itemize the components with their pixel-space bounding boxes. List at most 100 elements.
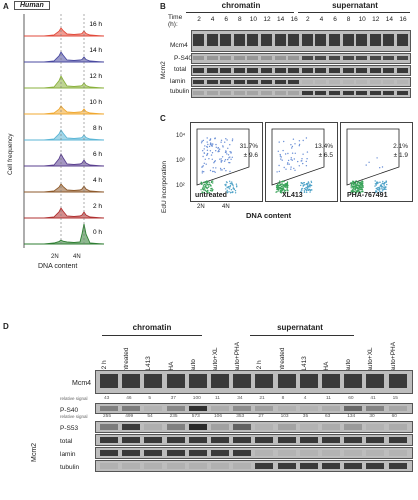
c-point	[203, 148, 205, 150]
c-point	[281, 187, 283, 189]
c-point	[277, 185, 280, 187]
b-band-tubulin-9	[315, 91, 327, 95]
histogram-stack: 16 h 14 h 12 h 10 h 8 h 6 h 4 h 2 h 0 h	[23, 14, 105, 248]
c-point	[309, 191, 311, 193]
panel-b-letter: B	[160, 2, 166, 11]
c-point	[376, 157, 378, 159]
d-s40-value-12: 41	[370, 396, 376, 401]
c-point	[303, 182, 305, 184]
d-band-tubulin-13	[388, 463, 407, 469]
d-band-total-12	[366, 437, 385, 443]
d-rel-signal-label-2: relative signal	[60, 414, 88, 419]
d-band-lamin-13	[388, 450, 407, 456]
c-point	[201, 170, 204, 172]
c-point	[205, 181, 207, 184]
c-point	[360, 186, 363, 189]
c-point	[378, 186, 381, 188]
c-point	[231, 156, 233, 158]
d-band-P-S40-5	[211, 406, 229, 411]
c-point	[203, 181, 205, 183]
c-point	[234, 190, 237, 192]
b-band-tubulin-4	[247, 91, 259, 95]
c-point	[210, 184, 212, 187]
c-point	[226, 139, 228, 141]
d-band-P-S40-1	[122, 406, 141, 411]
c-point	[226, 189, 228, 192]
c-point	[218, 150, 220, 153]
b-row-mcm4: Mcm4	[170, 42, 188, 49]
b-time-2: 6	[224, 16, 228, 23]
c-point	[225, 183, 227, 185]
c-point	[284, 192, 287, 194]
d-band-P-S40-12	[366, 406, 385, 411]
c-point	[206, 141, 208, 143]
b-band-P-S40-10	[329, 56, 340, 60]
c-point	[365, 164, 367, 166]
c-point	[206, 137, 208, 139]
d-band-total-6	[233, 437, 252, 443]
hist-time-label: 14 h	[89, 47, 102, 54]
c-point	[211, 158, 213, 160]
d-s53-value-5: 106	[214, 414, 223, 419]
c-point	[210, 181, 213, 184]
c-point	[202, 155, 204, 158]
b-time-label: Time (h):	[168, 14, 183, 28]
c-point	[352, 187, 354, 190]
c-point	[287, 191, 289, 194]
c-point	[350, 187, 352, 189]
c-point	[203, 152, 205, 154]
b-time-15: 16	[399, 16, 407, 23]
b-band-total-3	[233, 68, 245, 73]
c-point	[228, 186, 231, 188]
b-band-P-S40-13	[369, 56, 381, 60]
d-row-total: total	[60, 438, 73, 445]
d-group-chromatin: chromatin	[132, 323, 172, 332]
c-point	[282, 191, 285, 194]
c-point	[302, 185, 304, 187]
c-point	[200, 181, 202, 183]
b-band-Mcm4-7	[288, 34, 300, 46]
c-point	[374, 180, 376, 182]
b-band-lamin-10	[329, 80, 340, 84]
c-point	[280, 183, 282, 185]
d-s40-value-4: 100	[192, 396, 201, 401]
c-point	[361, 191, 363, 193]
c-point	[303, 184, 305, 186]
c-point	[290, 168, 292, 170]
d-rel-signal-label-1: relative signal	[60, 396, 88, 401]
c-point	[278, 141, 280, 143]
c-point	[354, 188, 356, 190]
c-point	[380, 184, 383, 187]
c-point	[201, 140, 203, 142]
d-band-lamin-11	[344, 450, 363, 456]
b-band-lamin-8	[301, 80, 313, 84]
c-point	[278, 188, 280, 190]
c-point	[210, 154, 213, 156]
b-band-lamin-12	[356, 80, 368, 84]
d-band-lamin-6	[233, 450, 252, 456]
c-point	[375, 190, 377, 192]
c-point	[280, 181, 283, 183]
b-band-P-S40-11	[342, 56, 354, 60]
c-point	[209, 150, 212, 152]
d-band-total-5	[211, 437, 229, 443]
c-point	[303, 191, 306, 193]
c-point	[378, 189, 380, 191]
c-point	[283, 166, 285, 169]
c-point	[376, 187, 378, 189]
d-band-P-S53-12	[366, 424, 385, 430]
c-point	[381, 183, 383, 185]
c-sd-pha: ± 1.9	[393, 152, 408, 159]
d-band-P-S40-7	[255, 406, 274, 411]
c-point	[203, 191, 205, 194]
d-band-P-S53-0	[100, 424, 118, 430]
c-point	[381, 190, 384, 192]
c-point	[278, 182, 280, 185]
b-band-lamin-13	[369, 80, 381, 84]
c-point	[278, 170, 280, 173]
c-gate-0	[196, 128, 250, 186]
histogram-4-h	[24, 183, 105, 193]
d-s53-value-10: 63	[325, 414, 331, 419]
c-point	[375, 181, 378, 183]
c-point	[200, 189, 202, 191]
